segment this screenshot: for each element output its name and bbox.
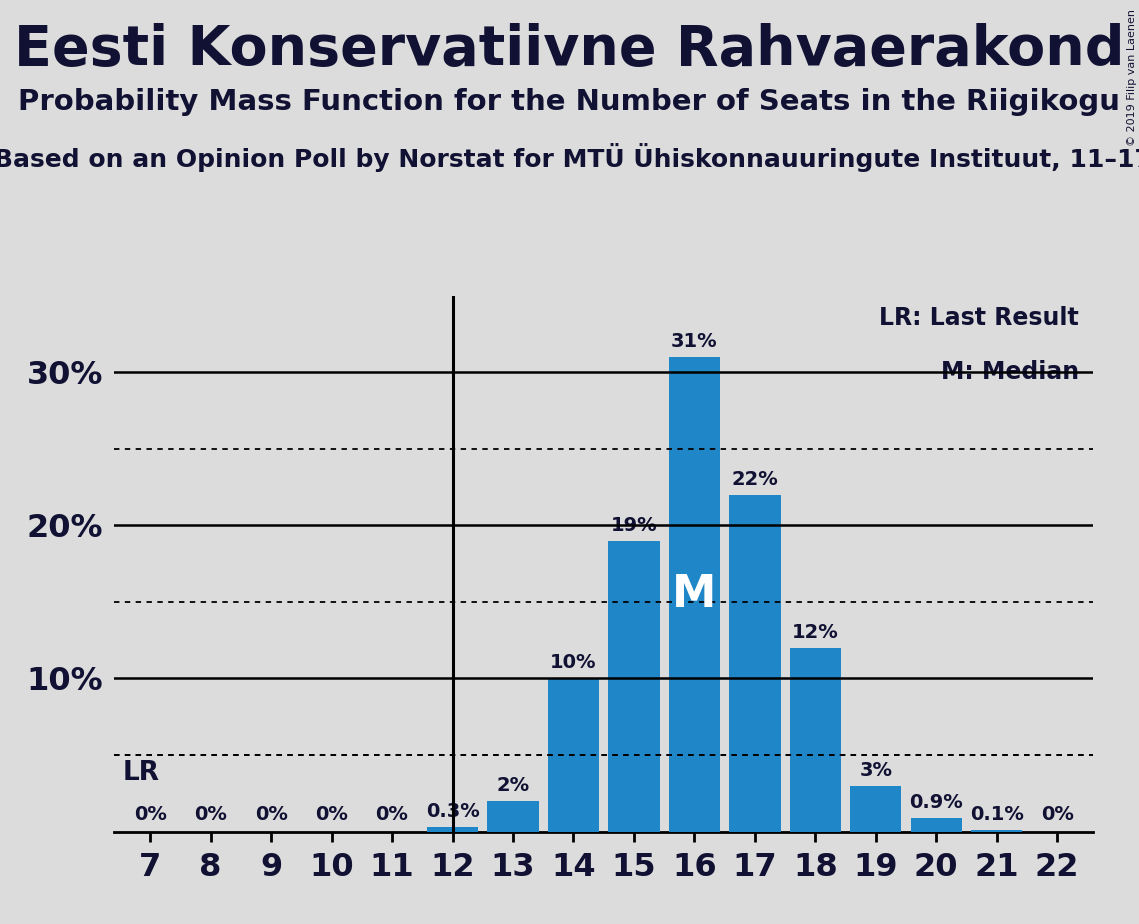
Text: 0.9%: 0.9% bbox=[909, 793, 964, 811]
Bar bbox=[548, 678, 599, 832]
Bar bbox=[608, 541, 659, 832]
Text: M: Median: M: Median bbox=[941, 360, 1079, 384]
Bar bbox=[669, 357, 720, 832]
Bar bbox=[427, 827, 478, 832]
Bar bbox=[850, 785, 901, 832]
Bar bbox=[487, 801, 539, 832]
Text: 22%: 22% bbox=[731, 469, 778, 489]
Text: 0.3%: 0.3% bbox=[426, 802, 480, 821]
Text: Probability Mass Function for the Number of Seats in the Riigikogu: Probability Mass Function for the Number… bbox=[18, 88, 1121, 116]
Text: 2%: 2% bbox=[497, 776, 530, 795]
Text: Eesti Konservatiivne Rahvaerakond: Eesti Konservatiivne Rahvaerakond bbox=[15, 23, 1124, 77]
Text: Based on an Opinion Poll by Norstat for MTÜ Ühiskonnauuringute Instituut, 11–17 : Based on an Opinion Poll by Norstat for … bbox=[0, 143, 1139, 172]
Text: 0.1%: 0.1% bbox=[969, 805, 1024, 824]
Bar bbox=[910, 818, 962, 832]
Text: 19%: 19% bbox=[611, 516, 657, 535]
Text: 10%: 10% bbox=[550, 653, 597, 673]
Bar bbox=[729, 494, 780, 832]
Text: 12%: 12% bbox=[792, 623, 838, 642]
Text: 0%: 0% bbox=[1041, 805, 1074, 824]
Text: 0%: 0% bbox=[316, 805, 349, 824]
Text: 0%: 0% bbox=[195, 805, 227, 824]
Text: 0%: 0% bbox=[376, 805, 409, 824]
Text: LR: Last Result: LR: Last Result bbox=[879, 307, 1079, 331]
Bar bbox=[972, 830, 1023, 832]
Text: 31%: 31% bbox=[671, 332, 718, 351]
Text: M: M bbox=[672, 573, 716, 615]
Text: 0%: 0% bbox=[255, 805, 287, 824]
Bar bbox=[789, 648, 841, 832]
Text: © 2019 Filip van Laenen: © 2019 Filip van Laenen bbox=[1126, 9, 1137, 146]
Text: 3%: 3% bbox=[859, 760, 892, 780]
Text: 0%: 0% bbox=[133, 805, 166, 824]
Text: LR: LR bbox=[123, 760, 159, 785]
